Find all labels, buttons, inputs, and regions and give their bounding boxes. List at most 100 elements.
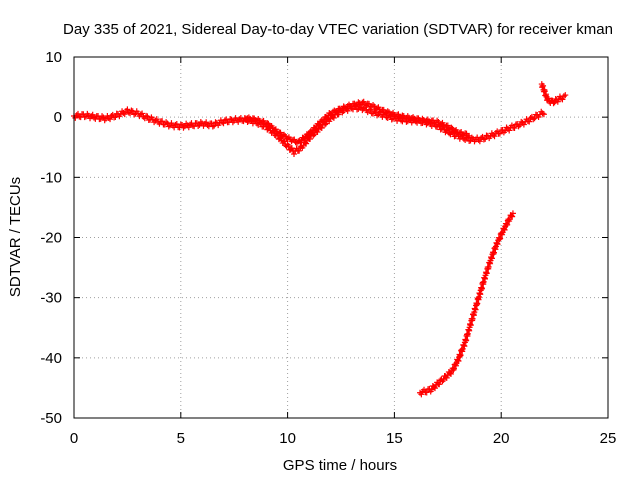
y-tick-label: -30: [40, 290, 62, 307]
data-point: [173, 121, 180, 128]
data-point: [436, 381, 443, 388]
data-point: [454, 357, 461, 364]
series-descending-arc: [417, 210, 516, 398]
data-point: [476, 138, 483, 145]
data-point: [265, 120, 272, 127]
data-point: [333, 108, 340, 115]
data-point: [281, 131, 288, 138]
data-point: [227, 115, 234, 122]
data-point: [448, 124, 455, 131]
data-point: [131, 111, 138, 118]
data-point: [316, 121, 323, 128]
data-point: [303, 140, 310, 147]
y-tick-label: -40: [40, 350, 62, 367]
data-point: [314, 129, 321, 136]
x-tick-label: 20: [493, 430, 510, 447]
data-point: [520, 121, 527, 128]
data-point: [494, 241, 501, 248]
y-tick-label: 0: [54, 109, 62, 126]
data-point: [509, 213, 516, 220]
data-points: [71, 81, 569, 398]
data-point: [438, 120, 445, 127]
data-point: [408, 115, 415, 122]
series-late-cluster: [538, 81, 569, 107]
data-point: [550, 100, 557, 107]
data-point: [443, 374, 450, 381]
data-point: [288, 145, 295, 152]
data-point: [179, 122, 186, 129]
data-point: [504, 221, 511, 228]
data-point: [89, 111, 96, 118]
data-point: [165, 123, 172, 130]
data-point: [482, 135, 489, 142]
data-point: [277, 129, 284, 136]
data-point: [352, 102, 359, 109]
data-point: [434, 117, 441, 124]
data-point: [448, 370, 455, 377]
data-point: [366, 100, 373, 107]
data-point: [220, 120, 227, 127]
data-point: [388, 116, 395, 123]
data-point: [545, 95, 552, 102]
data-point: [506, 127, 513, 134]
data-point: [144, 113, 151, 120]
data-point: [320, 117, 327, 124]
data-point: [388, 111, 395, 118]
data-point: [307, 135, 314, 142]
data-point: [496, 130, 503, 137]
x-axis-label: GPS time / hours: [283, 457, 397, 474]
x-tick-label: 5: [177, 430, 185, 447]
data-point: [466, 132, 473, 139]
data-point: [284, 135, 291, 142]
plot-frame: [73, 56, 609, 419]
data-point: [497, 235, 504, 242]
data-point: [419, 115, 426, 122]
data-point: [100, 114, 107, 121]
y-tick-label: -10: [40, 169, 62, 186]
data-point: [559, 96, 566, 103]
data-point: [264, 120, 271, 127]
data-point: [285, 143, 292, 150]
data-point: [112, 114, 119, 121]
data-point: [291, 136, 298, 143]
data-point: [319, 118, 326, 125]
data-point: [99, 113, 106, 120]
data-point: [540, 111, 547, 118]
data-point: [328, 111, 335, 118]
data-point: [452, 362, 459, 369]
data-point: [491, 133, 498, 140]
data-point: [139, 110, 146, 117]
data-point: [185, 124, 192, 131]
data-point: [195, 122, 202, 129]
data-point: [305, 132, 312, 139]
data-point: [159, 118, 166, 125]
series-upper-band: [241, 98, 473, 147]
data-point: [296, 147, 303, 154]
data-point: [124, 106, 131, 113]
data-point: [396, 113, 403, 120]
data-point: [318, 124, 325, 131]
data-point: [330, 114, 337, 121]
y-tick-label: -20: [40, 230, 62, 247]
data-point: [81, 114, 88, 121]
data-point: [163, 119, 170, 126]
data-point: [291, 151, 298, 158]
x-tick-label: 25: [600, 430, 617, 447]
data-point: [515, 123, 522, 130]
data-point: [459, 131, 466, 138]
data-point: [426, 118, 433, 125]
data-point: [450, 367, 457, 374]
data-point: [384, 108, 391, 115]
data-point: [323, 120, 330, 127]
chart-title: Day 335 of 2021, Sidereal Day-to-day VTE…: [63, 21, 613, 38]
data-point: [418, 391, 425, 398]
data-point: [107, 116, 114, 123]
data-point: [355, 105, 362, 112]
data-point: [431, 385, 438, 392]
y-tick-label: 10: [45, 49, 62, 66]
data-point: [301, 135, 308, 142]
series-main-band: [71, 103, 547, 158]
y-tick-label: -50: [40, 410, 62, 427]
data-point: [235, 118, 242, 125]
